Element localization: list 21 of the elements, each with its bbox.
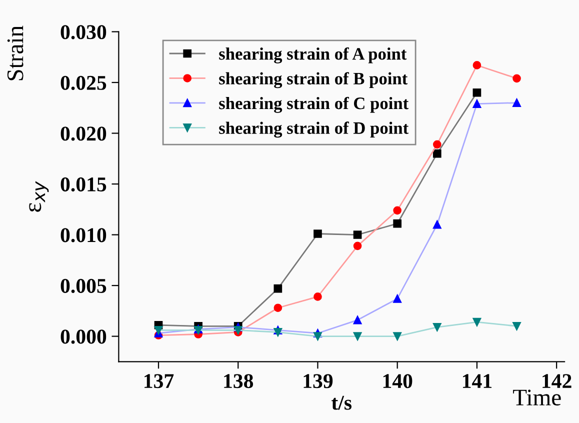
y-tick-label: 0.025 — [60, 76, 106, 90]
x-axis-title: t/s — [332, 396, 352, 410]
x-tick-label: 138 — [224, 374, 254, 388]
y-tick-label: 0.000 — [60, 330, 106, 344]
y-axis-title: ε$_{xy}$ — [29, 181, 49, 212]
x-tick-label: 140 — [383, 374, 412, 388]
y-tick-label: 0.015 — [60, 177, 106, 192]
x-tick-label: 142 — [542, 374, 572, 388]
y-tick-label: 0.010 — [60, 228, 106, 242]
text: Time — [513, 390, 561, 406]
legend-label: shearing strain of A point — [219, 47, 407, 64]
legend-label: shearing strain of B point — [219, 72, 408, 88]
x-tick-label: 137 — [144, 374, 174, 388]
text: Strain — [7, 26, 24, 80]
x-tick-label: 139 — [304, 374, 333, 388]
legend-label: shearing strain of D point — [219, 122, 409, 138]
legend-label: shearing strain of C point — [219, 96, 409, 113]
y-tick-label: 0.005 — [60, 278, 106, 294]
x-tick-label: 141 — [462, 374, 492, 388]
y-tick-label: 0.020 — [60, 126, 106, 141]
y-tick-label: 0.030 — [60, 25, 106, 40]
